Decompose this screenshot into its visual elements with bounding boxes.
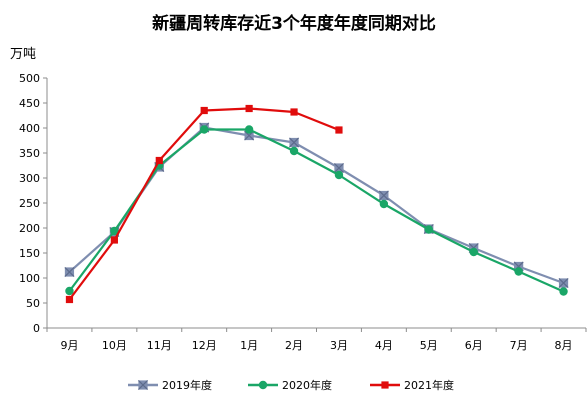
data-point [334, 170, 344, 180]
y-tick-label: 350 [19, 147, 40, 160]
marker-cross [333, 162, 344, 174]
series-1 [64, 122, 569, 289]
legend-item: 2019年度 [128, 378, 212, 392]
y-tick-label: 0 [33, 322, 40, 335]
data-point [289, 146, 299, 156]
data-point [65, 295, 74, 304]
data-point [559, 287, 568, 296]
data-point [200, 106, 208, 115]
x-tick-label: 3月 [330, 339, 348, 352]
legend-marker [137, 379, 149, 391]
legend-marker [258, 380, 268, 390]
legend-item: 2021年度 [370, 378, 454, 392]
legend-label: 2019年度 [162, 378, 212, 392]
data-point [289, 137, 300, 148]
x-tick-label: 5月 [420, 339, 438, 352]
legend-item: 2020年度 [248, 378, 332, 392]
data-point [333, 162, 344, 174]
y-tick-label: 400 [19, 122, 40, 135]
data-point [65, 286, 74, 296]
x-tick-label: 1月 [240, 339, 258, 352]
legend: 2019年度 2020年度 2021年度 [128, 378, 454, 392]
series-3 [65, 104, 343, 304]
data-point [469, 247, 478, 257]
x-tick-label: 11月 [147, 339, 172, 352]
data-point [424, 225, 433, 234]
data-point [110, 226, 119, 236]
x-tick-label: 10月 [102, 339, 127, 352]
marker-cross [64, 266, 75, 278]
data-point [200, 125, 209, 134]
legend-label: 2021年度 [404, 378, 454, 392]
data-point [245, 104, 253, 113]
data-point [290, 108, 298, 116]
data-point [335, 126, 343, 134]
data-point [155, 156, 163, 165]
y-tick-label: 300 [19, 172, 40, 185]
data-point [244, 125, 254, 134]
marker-cross [244, 130, 255, 141]
data-point [514, 267, 523, 276]
y-tick-label: 450 [19, 97, 40, 110]
plot-area: 0 50 100 150 200 250 300 350 400 450 500 9月 10月 11月 12… [19, 72, 587, 352]
x-tick-label: 6月 [465, 339, 483, 352]
marker-cross [137, 379, 149, 391]
data-point [379, 199, 389, 209]
data-point [244, 130, 255, 141]
marker-cross [558, 277, 569, 289]
marker-cross [289, 137, 300, 148]
x-tick-label: 4月 [375, 339, 393, 352]
legend-marker [381, 381, 389, 389]
x-tick-label: 7月 [510, 339, 528, 352]
y-tick-label: 500 [19, 72, 40, 85]
y-tick-label: 250 [19, 197, 40, 210]
y-tick-label: 100 [19, 272, 40, 285]
x-tick-label: 8月 [555, 339, 573, 352]
series-2 [65, 125, 568, 296]
x-tick-label: 12月 [192, 339, 217, 352]
series-line [68, 128, 564, 293]
data-point [378, 190, 389, 201]
y-axis-unit-label: 万吨 [10, 47, 36, 62]
y-tick-label: 150 [19, 247, 40, 260]
y-tick-label: 200 [19, 222, 40, 235]
data-point [64, 266, 75, 278]
x-tick-label: 9月 [60, 339, 78, 352]
y-tick-label: 50 [26, 297, 40, 310]
legend-label: 2020年度 [282, 378, 332, 392]
chart-title: 新疆周转库存近3个年度年度同期对比 [152, 13, 436, 34]
data-point [558, 277, 569, 289]
data-point [110, 236, 118, 244]
x-tick-label: 2月 [285, 339, 303, 352]
marker-cross [378, 190, 389, 201]
series-line [68, 107, 340, 301]
